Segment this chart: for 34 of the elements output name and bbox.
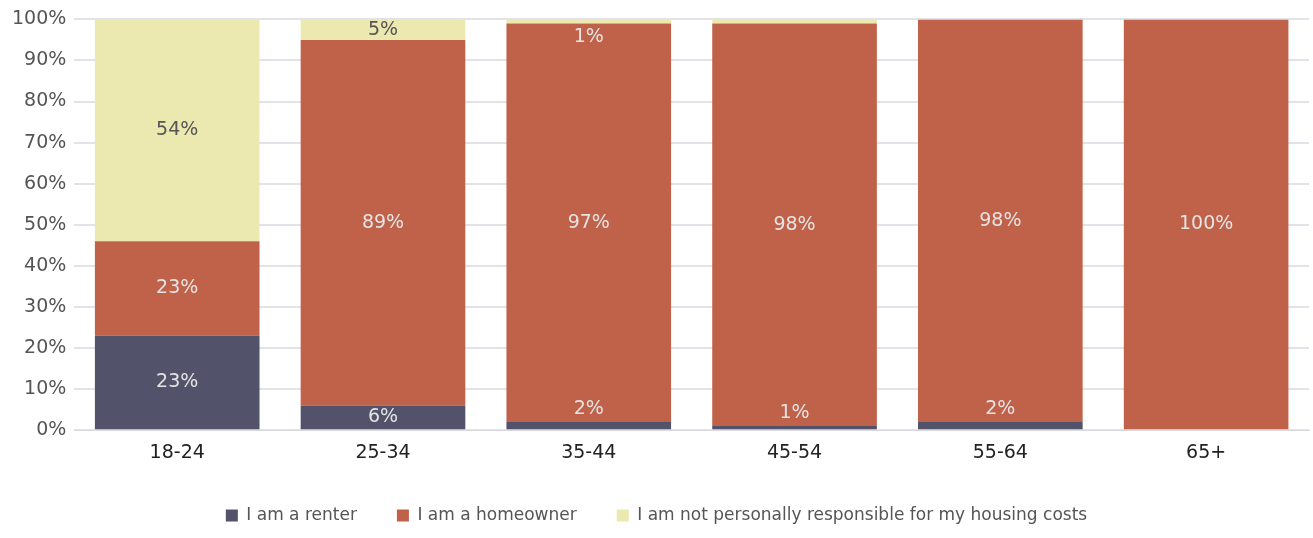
data-label: 1% — [779, 400, 810, 423]
data-label: 23% — [156, 369, 199, 392]
data-label: 97% — [567, 209, 610, 232]
x-tick-label: 55-64 — [972, 439, 1028, 462]
data-label: 89% — [361, 209, 405, 232]
y-tick-label: 10% — [24, 376, 67, 399]
y-tick-label: 0% — [36, 417, 67, 440]
y-tick-label: 80% — [24, 88, 67, 111]
x-tick-label: 65+ — [1186, 439, 1227, 462]
y-tick-label: 40% — [24, 252, 67, 275]
data-label: 2% — [985, 395, 1016, 418]
y-tick-label: 20% — [24, 334, 67, 357]
data-label: 100% — [1178, 211, 1234, 234]
legend-label: I am not personally responsible for my housing costs — [637, 503, 1088, 524]
data-label: 98% — [979, 207, 1022, 230]
x-tick-label: 25-34 — [355, 439, 411, 462]
legend-label: I am a homeowner — [417, 503, 577, 524]
y-tick-label: 100% — [11, 6, 67, 29]
y-tick-label: 90% — [24, 47, 67, 70]
x-tick-label: 18-24 — [149, 439, 205, 462]
data-label: 54% — [156, 117, 199, 140]
data-label: 98% — [773, 211, 816, 234]
data-label: 1% — [573, 24, 604, 47]
x-tick-label: 45-54 — [766, 439, 823, 462]
data-label: 23% — [156, 275, 199, 298]
y-tick-label: 60% — [24, 170, 67, 193]
y-tick-label: 70% — [24, 129, 67, 152]
data-label: 6% — [367, 404, 399, 427]
y-tick-label: 30% — [24, 293, 67, 316]
x-tick-label: 35-44 — [561, 439, 617, 462]
legend-label: I am a renter — [246, 503, 357, 524]
data-label: 2% — [573, 395, 604, 418]
data-label: 5% — [367, 16, 399, 39]
y-tick-label: 50% — [24, 211, 67, 234]
